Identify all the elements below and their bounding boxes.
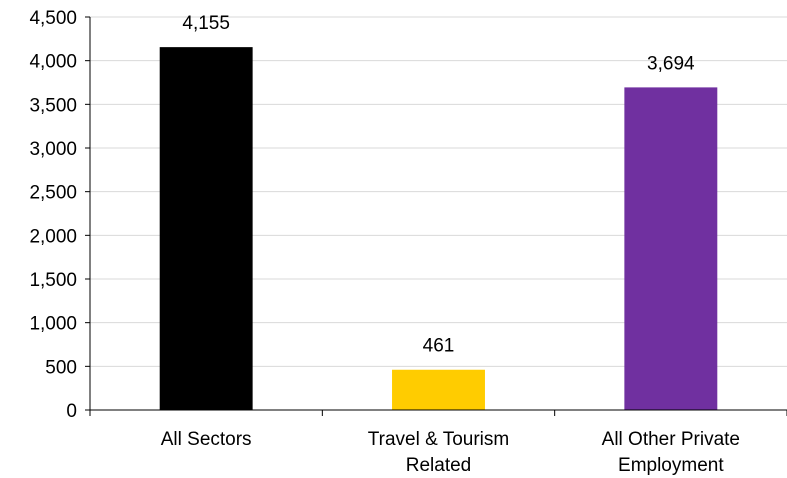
data-label: 4,155 (182, 13, 230, 34)
labels: 0 500 1,000 1,500 2,000 2,500 3,000 3,500 4,000 4… (29, 8, 740, 476)
y-tick-label: 0 (66, 401, 77, 422)
y-tick-label: 1,500 (29, 270, 77, 291)
x-category-label: All Sectors (161, 429, 252, 450)
data-label: 461 (423, 336, 455, 357)
bar (159, 47, 253, 410)
y-tick-label: 3,500 (29, 95, 77, 116)
bar (624, 87, 718, 411)
y-tick-label: 3,000 (29, 139, 77, 160)
axes (85, 16, 787, 416)
x-category-label: Travel & Tourism (368, 429, 509, 450)
y-tick-label: 4,000 (29, 52, 77, 73)
x-category-label: Employment (618, 455, 724, 476)
y-tick-label: 2,500 (29, 183, 77, 204)
y-tick-label: 4,500 (29, 8, 77, 29)
y-tick-label: 500 (45, 357, 77, 378)
bar (392, 369, 485, 410)
y-tick-label: 2,000 (29, 226, 77, 247)
data-label: 3,694 (647, 53, 695, 74)
x-category-label: Related (406, 455, 472, 476)
x-category-label: All Other Private (602, 429, 740, 450)
bars (159, 47, 718, 411)
y-tick-label: 1,000 (29, 314, 77, 335)
